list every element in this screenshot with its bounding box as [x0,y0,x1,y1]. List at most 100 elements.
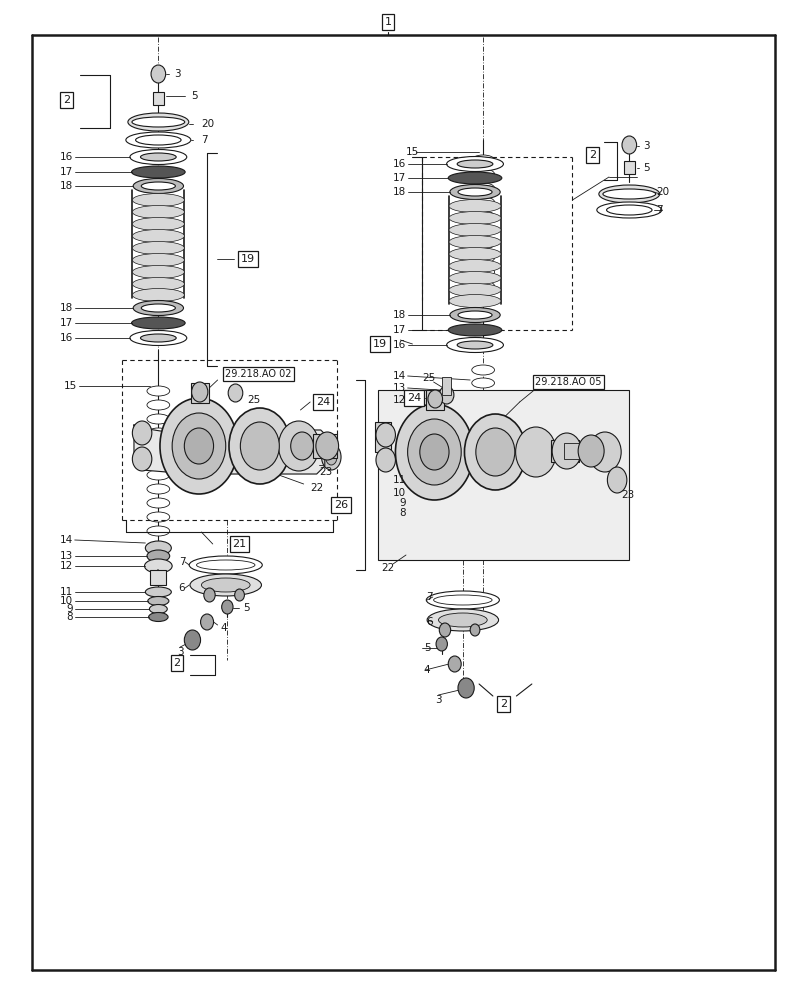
Circle shape [132,421,152,445]
Circle shape [229,408,290,484]
Circle shape [132,447,152,471]
Circle shape [457,678,474,698]
Text: 14: 14 [60,535,73,545]
Circle shape [184,428,213,464]
Ellipse shape [196,560,255,570]
Ellipse shape [472,508,493,518]
Ellipse shape [128,113,188,131]
Text: 2: 2 [500,699,506,709]
Ellipse shape [471,456,494,466]
Ellipse shape [471,417,494,427]
Bar [441,377,451,395]
Ellipse shape [448,212,500,225]
Circle shape [464,414,526,490]
Ellipse shape [471,155,494,165]
Text: 17: 17 [393,173,406,183]
Text: 2: 2 [63,95,70,105]
Bar [550,440,578,462]
Circle shape [515,427,556,477]
Text: 18: 18 [393,187,406,197]
Ellipse shape [471,211,494,221]
Ellipse shape [131,117,185,127]
Ellipse shape [427,609,498,631]
Text: 25: 25 [247,395,260,405]
Ellipse shape [140,153,176,161]
Ellipse shape [471,225,494,235]
Ellipse shape [471,365,494,375]
Ellipse shape [448,284,500,296]
Text: 9: 9 [67,604,73,614]
Ellipse shape [140,334,176,342]
Text: 4: 4 [221,623,227,633]
Ellipse shape [471,197,494,207]
Ellipse shape [132,206,184,219]
Ellipse shape [132,218,184,231]
Bar [564,443,600,459]
Ellipse shape [133,300,183,316]
Circle shape [470,624,479,636]
Ellipse shape [149,604,167,613]
Ellipse shape [446,156,503,172]
Ellipse shape [189,556,262,574]
Ellipse shape [449,184,500,200]
Ellipse shape [471,469,494,479]
Circle shape [621,136,636,154]
Ellipse shape [147,550,169,562]
Ellipse shape [147,484,169,494]
Text: 7: 7 [178,557,185,567]
Text: 3: 3 [174,69,181,79]
Circle shape [439,386,453,404]
Circle shape [427,390,442,408]
Ellipse shape [448,200,500,213]
Bar [150,570,166,585]
Circle shape [200,614,213,630]
Text: 16: 16 [393,159,406,169]
Circle shape [160,398,238,494]
Ellipse shape [471,404,494,414]
Text: 10: 10 [393,488,406,498]
Ellipse shape [471,169,494,179]
Ellipse shape [132,253,184,266]
Ellipse shape [147,498,169,508]
Ellipse shape [471,391,494,401]
Bar [426,390,444,410]
Ellipse shape [448,271,500,284]
Ellipse shape [471,183,494,193]
Ellipse shape [471,239,494,249]
Text: 16: 16 [393,340,406,350]
Ellipse shape [471,378,494,388]
Ellipse shape [457,160,492,168]
Text: 20: 20 [655,187,668,197]
Ellipse shape [130,330,187,346]
Ellipse shape [457,311,491,319]
Ellipse shape [471,267,494,277]
Text: 16: 16 [60,152,73,162]
Bar [312,434,337,458]
Text: 1: 1 [384,17,391,27]
Circle shape [375,423,395,447]
Ellipse shape [141,182,175,190]
Ellipse shape [145,541,171,555]
Ellipse shape [147,428,169,438]
Ellipse shape [132,265,184,278]
Text: 25: 25 [422,373,435,383]
Text: 5: 5 [243,603,250,613]
Text: 23: 23 [319,467,332,477]
Text: 22: 22 [381,563,394,573]
Circle shape [577,435,603,467]
Text: 14: 14 [393,371,406,381]
Text: 15: 15 [406,147,418,157]
Ellipse shape [471,487,494,499]
Ellipse shape [148,596,169,605]
Text: 13: 13 [60,551,73,561]
Circle shape [439,623,450,637]
Text: 20: 20 [201,119,214,129]
Ellipse shape [132,288,184,302]
Ellipse shape [448,172,501,184]
Ellipse shape [602,189,654,199]
Ellipse shape [190,574,261,596]
Ellipse shape [141,304,175,312]
Ellipse shape [471,430,494,440]
Ellipse shape [607,467,626,493]
Circle shape [419,434,448,470]
